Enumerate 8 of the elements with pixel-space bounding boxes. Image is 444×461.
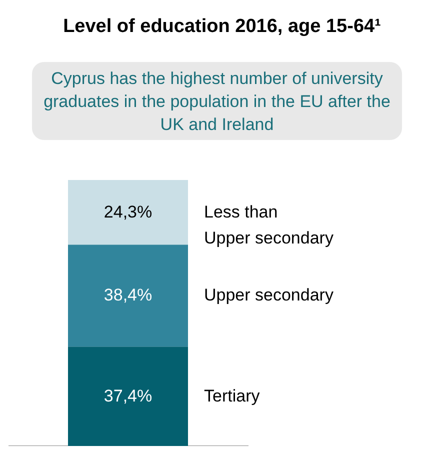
data-label: 37,4%: [104, 386, 152, 406]
series-label: Less than Upper secondary: [204, 202, 334, 248]
chart-title: Level of education 2016, age 15-64¹: [62, 16, 382, 38]
text: Cyprus has the highest number of university graduates in the population in the EU after the UK and Ireland: [32, 62, 402, 140]
series-label: Tertiary: [204, 386, 260, 406]
series-label: Upper secondary: [204, 286, 334, 305]
data-label: 38,4%: [104, 286, 152, 305]
data-label: 24,3%: [104, 202, 152, 222]
